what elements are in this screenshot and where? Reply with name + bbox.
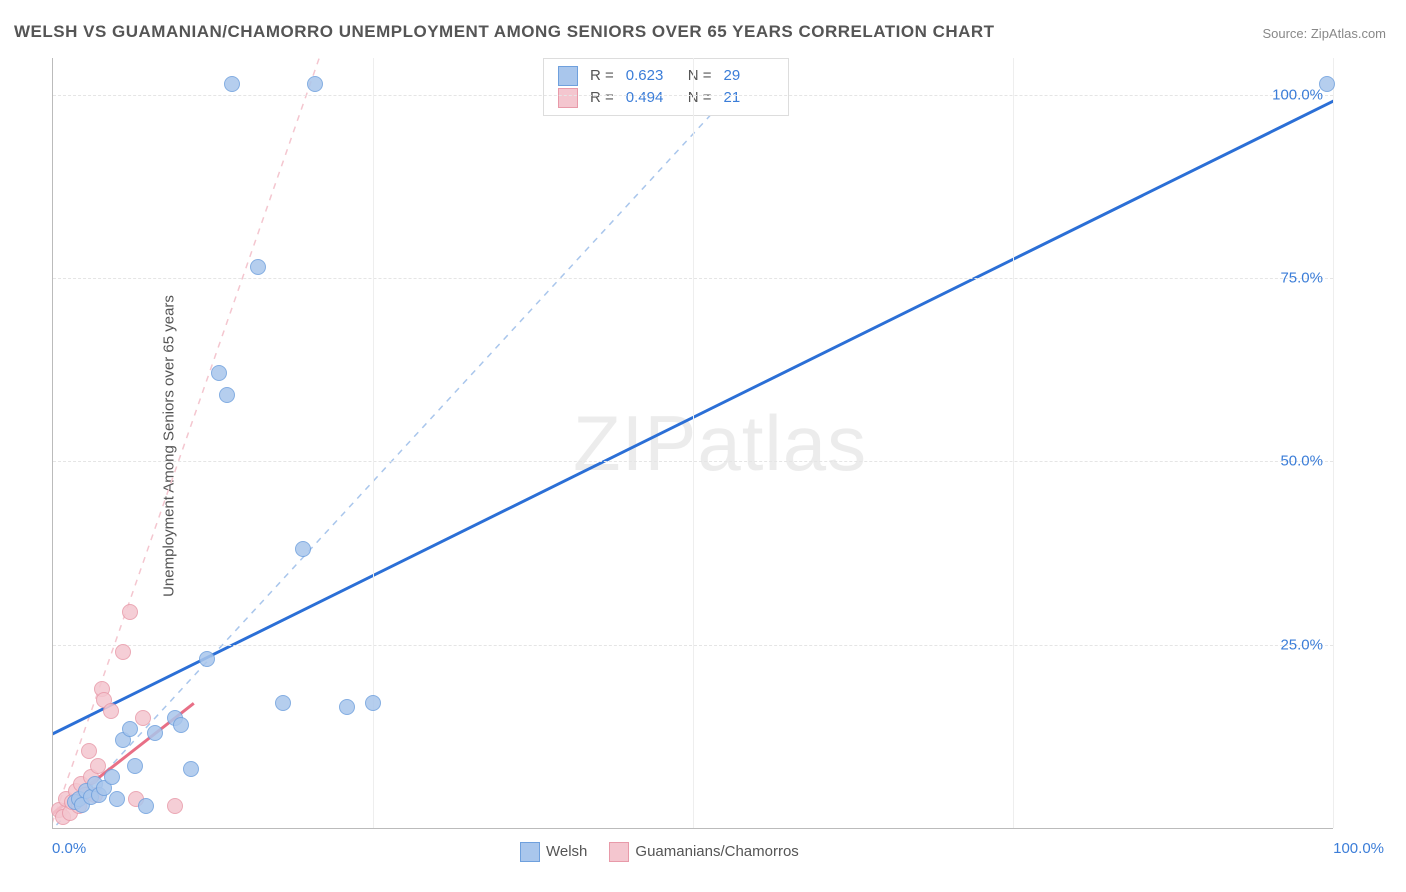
watermark: ZIPatlas <box>573 398 867 489</box>
swatch-guam-icon <box>609 842 629 862</box>
n-value-welsh: 29 <box>724 65 774 87</box>
welsh-point <box>127 758 143 774</box>
n-label: N = <box>688 87 712 109</box>
legend-row-welsh: R = 0.623 N = 29 <box>558 65 774 87</box>
source-label: Source: ZipAtlas.com <box>1262 26 1386 41</box>
n-label: N = <box>688 65 712 87</box>
vgridline <box>1333 58 1334 828</box>
r-label: R = <box>590 65 614 87</box>
welsh-point <box>183 761 199 777</box>
welsh-point <box>250 259 266 275</box>
welsh-point <box>307 76 323 92</box>
guam-point <box>122 604 138 620</box>
r-value-guam: 0.494 <box>626 87 676 109</box>
n-value-guam: 21 <box>724 87 774 109</box>
welsh-point <box>147 725 163 741</box>
legend-item-welsh: Welsh <box>520 842 587 862</box>
x-tick-min: 0.0% <box>52 840 86 857</box>
welsh-point <box>1319 76 1335 92</box>
welsh-point <box>275 695 291 711</box>
vgridline <box>373 58 374 828</box>
legend-item-guam: Guamanians/Chamorros <box>609 842 798 862</box>
chart-container: WELSH VS GUAMANIAN/CHAMORRO UNEMPLOYMENT… <box>0 0 1406 892</box>
watermark-zip: ZIP <box>573 399 697 487</box>
guam-point <box>115 644 131 660</box>
welsh-point <box>295 541 311 557</box>
correlation-legend: R = 0.623 N = 29 R = 0.494 N = 21 <box>543 58 789 116</box>
r-label: R = <box>590 87 614 109</box>
guam-point <box>81 743 97 759</box>
r-value-welsh: 0.623 <box>626 65 676 87</box>
welsh-point <box>122 721 138 737</box>
y-tick: 25.0% <box>1280 636 1323 653</box>
welsh-point <box>224 76 240 92</box>
legend-label-guam: Guamanians/Chamorros <box>635 843 798 860</box>
chart-title: WELSH VS GUAMANIAN/CHAMORRO UNEMPLOYMENT… <box>14 22 995 42</box>
swatch-welsh-icon <box>520 842 540 862</box>
series-legend: Welsh Guamanians/Chamorros <box>520 842 799 862</box>
guam-point <box>135 710 151 726</box>
welsh-point <box>104 769 120 785</box>
welsh-point <box>109 791 125 807</box>
welsh-point <box>339 699 355 715</box>
y-tick: 100.0% <box>1272 86 1323 103</box>
y-tick: 75.0% <box>1280 270 1323 287</box>
legend-row-guam: R = 0.494 N = 21 <box>558 87 774 109</box>
welsh-point <box>138 798 154 814</box>
welsh-point <box>365 695 381 711</box>
vgridline <box>1013 58 1014 828</box>
swatch-welsh <box>558 66 578 86</box>
guam-point <box>167 798 183 814</box>
x-tick-max: 100.0% <box>1333 840 1384 857</box>
watermark-atlas: atlas <box>697 399 867 487</box>
vgridline <box>693 58 694 828</box>
y-tick: 50.0% <box>1280 453 1323 470</box>
welsh-point <box>199 651 215 667</box>
welsh-point <box>211 365 227 381</box>
plot-area: ZIPatlas R = 0.623 N = 29 R = 0.494 N = … <box>52 58 1333 829</box>
welsh-point <box>219 387 235 403</box>
guam-point <box>90 758 106 774</box>
legend-label-welsh: Welsh <box>546 843 587 860</box>
guam-point <box>103 703 119 719</box>
swatch-guam <box>558 88 578 108</box>
welsh-point <box>173 717 189 733</box>
